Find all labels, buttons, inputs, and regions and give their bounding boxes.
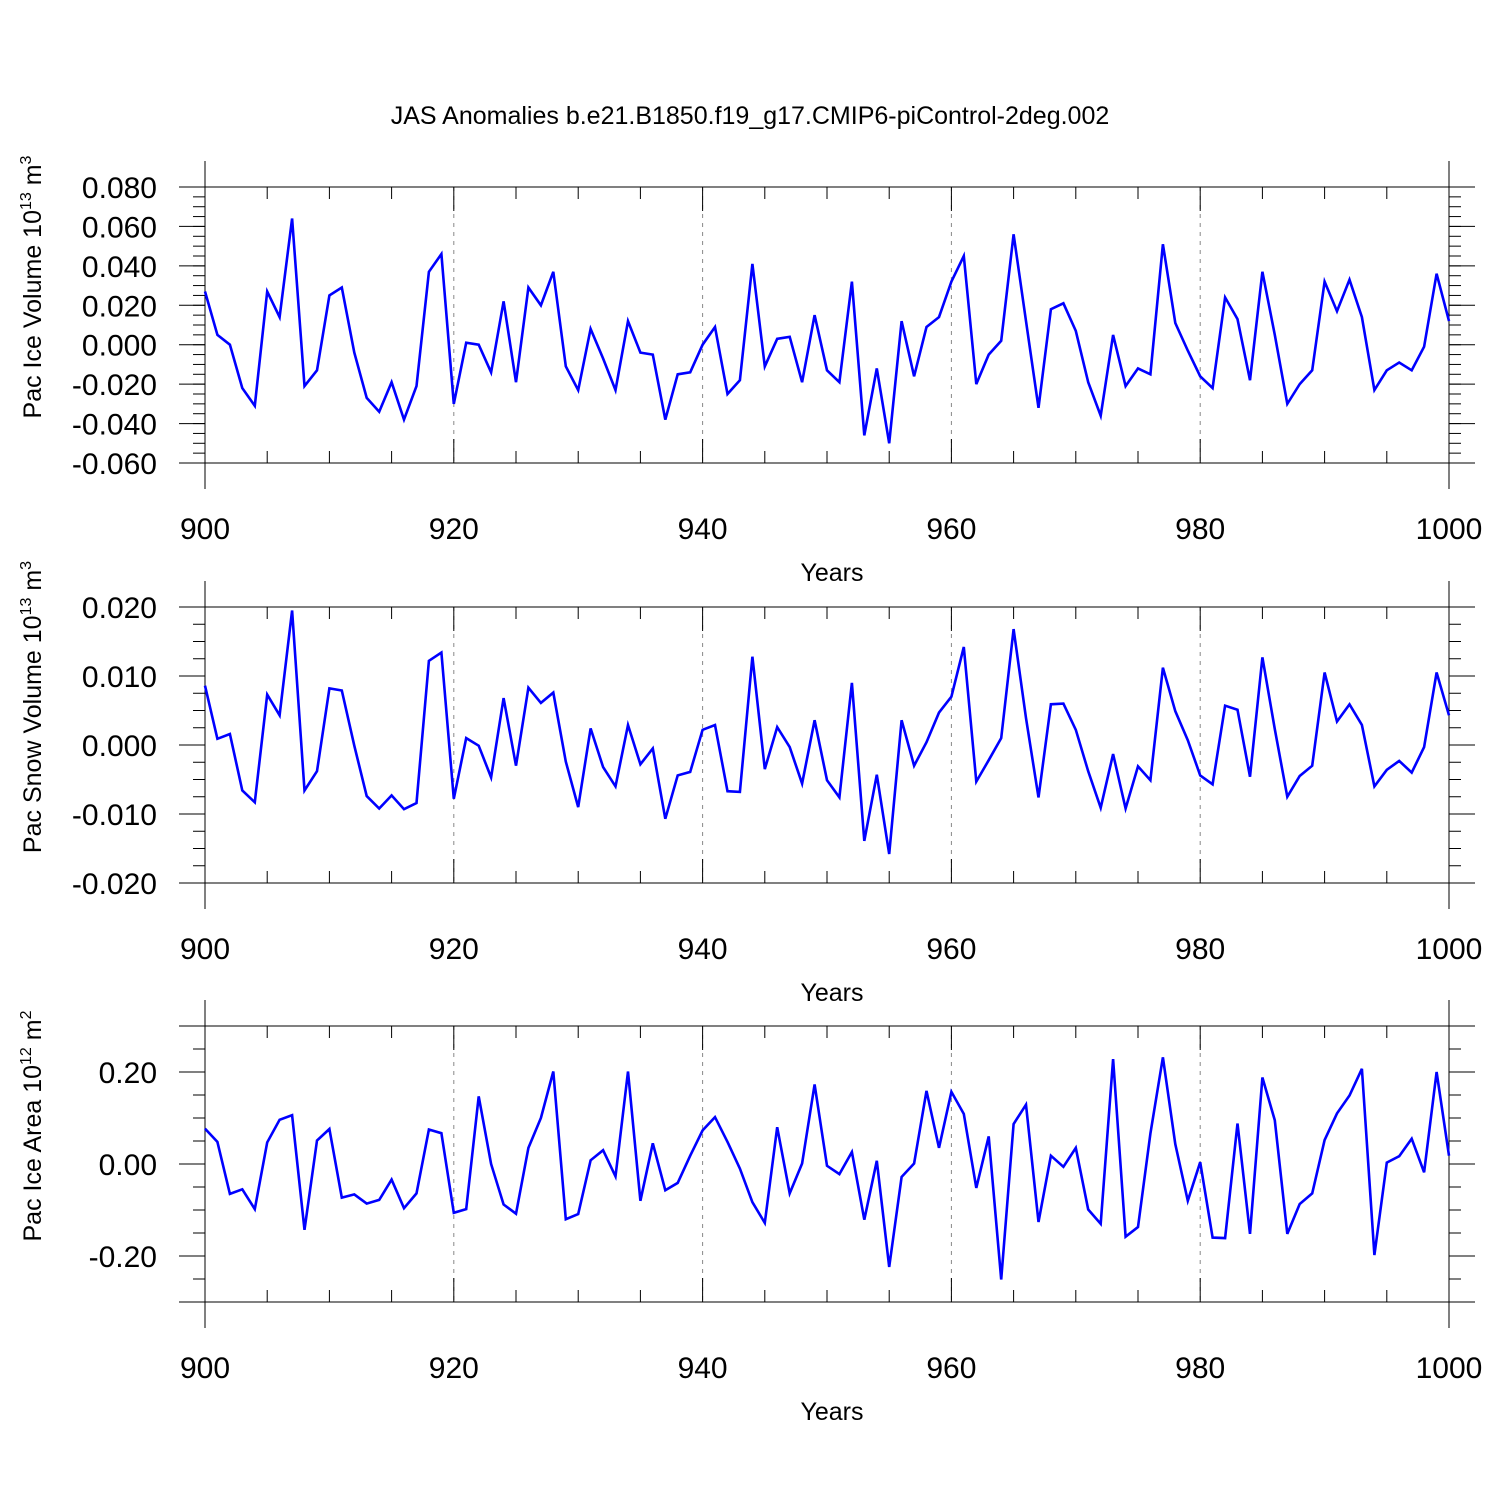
y-tick-label: 0.000 (82, 330, 157, 363)
x-tick-label: 960 (926, 513, 976, 546)
series-line (204, 1057, 1451, 1280)
x-axis-label: Years (800, 559, 863, 587)
y-axis-label: Pac Snow Volume 1013 m3 (18, 561, 47, 853)
y-tick-label: 0.00 (99, 1149, 157, 1182)
x-tick-label: 900 (180, 1352, 230, 1385)
x-tick-label: 920 (429, 933, 479, 966)
y-tick-label: 0.020 (82, 592, 157, 625)
y-tick-label: -0.020 (72, 868, 157, 901)
series-line (203, 218, 1451, 444)
y-tick-label: 0.010 (82, 661, 157, 694)
y-tick-label: -0.020 (72, 369, 157, 402)
x-tick-label: 940 (678, 1352, 728, 1385)
chart-title: JAS Anomalies b.e21.B1850.f19_g17.CMIP6-… (391, 102, 1110, 130)
x-tick-label: 960 (926, 1352, 976, 1385)
x-tick-label: 1000 (1416, 513, 1483, 546)
y-tick-label: 0.020 (82, 290, 157, 323)
x-axis-label: Years (800, 1398, 863, 1426)
x-axis-label: Years (800, 979, 863, 1007)
panels: -0.060 -0.040 -0.020 0.000 0.020 0.040 0.060 0.… (18, 155, 1482, 1426)
y-axis-label: Pac Ice Area 1012 m2 (18, 1010, 47, 1241)
x-tick-label: 980 (1175, 513, 1225, 546)
series-line (203, 610, 1451, 855)
panel-1: -0.060 -0.040 -0.020 0.000 0.020 0.040 0.060 0.… (18, 155, 1482, 587)
y-tick-label: 0.000 (82, 730, 157, 763)
panel-2: -0.020 -0.010 0.000 0.010 0.020 900 920 940 960 9… (18, 561, 1482, 1007)
x-tick-label: 900 (180, 933, 230, 966)
x-tick-label: 940 (678, 933, 728, 966)
x-tick-label: 920 (429, 1352, 479, 1385)
x-tick-label: 940 (678, 513, 728, 546)
y-tick-label: 0.080 (82, 172, 157, 205)
y-tick-label: 0.060 (82, 211, 157, 244)
x-tick-label: 900 (180, 513, 230, 546)
x-tick-label: 980 (1175, 933, 1225, 966)
x-tick-label: 960 (926, 933, 976, 966)
y-tick-label: -0.040 (72, 409, 157, 442)
panel-3: -0.20 0.00 0.20 900 920 940 960 980 1000 Years Pac… (18, 1000, 1482, 1426)
x-tick-label: 920 (429, 513, 479, 546)
y-axis-label: Pac Ice Volume 1013 m3 (18, 155, 47, 418)
y-tick-label: 0.20 (99, 1057, 157, 1090)
x-tick-label: 1000 (1416, 933, 1483, 966)
y-tick-label: -0.20 (89, 1241, 157, 1274)
y-tick-label: 0.040 (82, 251, 157, 284)
y-tick-label: -0.060 (72, 448, 157, 481)
x-tick-label: 1000 (1416, 1352, 1483, 1385)
y-tick-label: -0.010 (72, 799, 157, 832)
x-tick-label: 980 (1175, 1352, 1225, 1385)
